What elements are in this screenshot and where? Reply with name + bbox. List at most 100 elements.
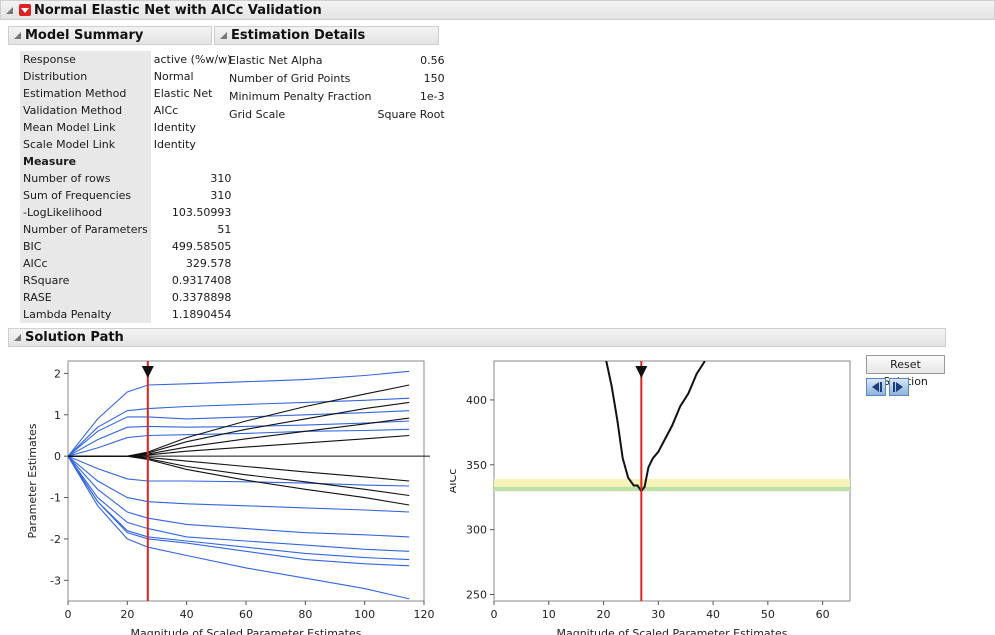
model-summary-header[interactable]: Model Summary — [8, 26, 212, 45]
summary-value: Elastic Net — [153, 87, 213, 100]
disclosure-triangle-icon[interactable] — [6, 6, 13, 14]
measure-value: 0.9317408 — [171, 274, 232, 287]
measure-label: RASE — [20, 289, 151, 306]
x-tick-label: 100 — [354, 608, 375, 621]
blue-path-line-1 — [68, 410, 410, 457]
model-summary-table: Response active (%w/w) Distribution Normal E… — [20, 51, 235, 323]
yellow-aicc-band — [494, 479, 850, 487]
solution-path-title: Solution Path — [25, 330, 124, 345]
step-back-button[interactable] — [866, 378, 886, 396]
disclosure-triangle-icon[interactable] — [14, 334, 21, 341]
estimation-label: Elastic Net Alpha — [229, 53, 323, 67]
x-tick-label: 120 — [414, 608, 435, 621]
measure-value: 51 — [217, 223, 232, 236]
summary-row: Mean Model Link Identity — [20, 119, 234, 136]
measure-row: AICc 329.578 — [20, 255, 234, 272]
estimation-row: Minimum Penalty Fraction 1e-3 — [226, 87, 448, 105]
y-tick-label: -2 — [50, 533, 61, 546]
measure-value: 1.1890454 — [171, 308, 232, 321]
blue-path-line-6 — [68, 455, 410, 538]
y-tick-label: 2 — [54, 367, 61, 380]
summary-row: Response active (%w/w) — [20, 51, 234, 68]
y-axis-label: Parameter Estimates — [26, 423, 39, 538]
blue-path-line-4 — [68, 455, 410, 487]
y-tick-label: -1 — [50, 492, 61, 505]
measure-label: Number of rows — [20, 170, 151, 187]
blue-path-line-9 — [68, 455, 410, 567]
summary-label: Estimation Method — [20, 85, 151, 102]
measure-header: Measure — [20, 153, 151, 170]
x-tick-label: 80 — [298, 608, 312, 621]
measure-label: Sum of Frequencies — [20, 187, 151, 204]
measure-row: Number of rows 310 — [20, 170, 234, 187]
y-tick-label: 300 — [466, 524, 487, 537]
blue-path-line-7 — [68, 455, 410, 552]
summary-label: Distribution — [20, 68, 151, 85]
estimation-value: 150 — [423, 71, 445, 85]
blue-path-line-11 — [68, 397, 410, 457]
measure-value: 329.578 — [185, 257, 232, 270]
measure-value: 310 — [210, 189, 232, 202]
measure-row: RASE 0.3378898 — [20, 289, 234, 306]
x-tick-label: 40 — [180, 608, 194, 621]
estimation-details-table: Elastic Net Alpha 0.56 Number of Grid Poin… — [226, 51, 448, 123]
estimation-value: 0.56 — [420, 53, 445, 67]
disclosure-triangle-icon[interactable] — [220, 32, 227, 39]
estimation-details-header[interactable]: Estimation Details — [214, 26, 439, 45]
measure-label: RSquare — [20, 272, 151, 289]
current-solution-arrow-icon[interactable] — [141, 366, 154, 378]
estimation-label: Grid Scale — [229, 107, 286, 121]
summary-value: Identity — [153, 121, 196, 134]
measure-row: -LogLikelihood 103.50993 — [20, 204, 234, 221]
estimation-row: Grid Scale Square Root — [226, 105, 448, 123]
estimation-value: Square Root — [377, 107, 445, 121]
summary-value: AICc — [153, 104, 179, 117]
x-tick-label: 60 — [239, 608, 253, 621]
x-axis-label: Magnitude of Scaled Parameter Estimates — [131, 627, 362, 635]
x-tick-label: 0 — [491, 608, 498, 621]
measure-value: 499.58505 — [171, 240, 232, 253]
summary-label: Scale Model Link — [20, 136, 151, 153]
x-tick-label: 40 — [706, 608, 720, 621]
measure-label: Number of Parameters — [20, 221, 151, 238]
black-path-line-0 — [605, 361, 706, 493]
x-tick-label: 20 — [597, 608, 611, 621]
blue-path-line-10 — [68, 455, 410, 600]
blue-path-line-2 — [68, 420, 410, 457]
disclosure-triangle-icon[interactable] — [14, 32, 21, 39]
measure-label: AICc — [20, 255, 151, 272]
y-tick-label: -3 — [50, 574, 61, 587]
measure-header-blank — [150, 153, 235, 170]
y-tick-label: 0 — [54, 450, 61, 463]
step-back-icon — [872, 382, 882, 392]
estimation-row: Number of Grid Points 150 — [226, 69, 448, 87]
solution-path-header[interactable]: Solution Path — [8, 328, 946, 347]
black-path-line-18 — [68, 455, 410, 506]
estimation-details-title: Estimation Details — [231, 28, 366, 43]
x-tick-label: 10 — [542, 608, 556, 621]
estimation-label: Number of Grid Points — [229, 71, 351, 85]
step-forward-button[interactable] — [889, 378, 909, 396]
report-title: Normal Elastic Net with AICc Validation — [34, 2, 322, 18]
x-tick-label: 20 — [120, 608, 134, 621]
summary-row: Estimation Method Elastic Net — [20, 85, 234, 102]
measure-header-row: Measure — [20, 153, 235, 170]
estimation-row: Elastic Net Alpha 0.56 — [226, 51, 448, 69]
measure-label: Lambda Penalty — [20, 306, 151, 323]
x-tick-label: 30 — [651, 608, 665, 621]
y-axis-label: AICc — [450, 469, 459, 494]
parameter-estimates-path-chart: 0 20 40 60 80 100 120 2 1 0 -1 -2 -3 Parameter Estim… — [26, 360, 435, 635]
red-triangle-menu-icon[interactable] — [19, 4, 31, 16]
measure-value: 0.3378898 — [171, 291, 232, 304]
measure-label: BIC — [20, 238, 151, 255]
x-tick-label: 60 — [816, 608, 830, 621]
summary-row: Distribution Normal — [20, 68, 234, 85]
blue-path-line-3 — [68, 428, 410, 457]
y-tick-label: 350 — [466, 459, 487, 472]
current-solution-arrow-icon[interactable] — [635, 366, 648, 378]
green-aicc-band — [494, 486, 850, 492]
summary-value: Identity — [153, 138, 196, 151]
reset-solution-button[interactable]: Reset Solution — [866, 355, 945, 388]
measure-row: Lambda Penalty 1.1890454 — [20, 306, 234, 323]
model-summary-title: Model Summary — [25, 28, 144, 43]
